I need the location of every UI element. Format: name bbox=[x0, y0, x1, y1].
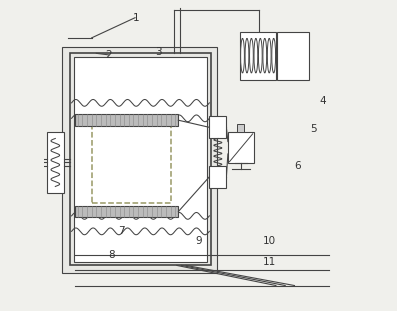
Ellipse shape bbox=[263, 38, 267, 73]
Bar bbox=[75, 114, 178, 126]
Ellipse shape bbox=[258, 38, 262, 73]
Text: 7: 7 bbox=[118, 226, 124, 236]
Text: 4: 4 bbox=[319, 96, 326, 106]
Bar bbox=[228, 132, 254, 163]
Bar bbox=[240, 32, 276, 80]
Bar bbox=[70, 53, 211, 265]
Text: 5: 5 bbox=[310, 124, 316, 134]
Text: 3: 3 bbox=[155, 47, 162, 57]
Ellipse shape bbox=[245, 38, 249, 73]
Text: 10: 10 bbox=[263, 236, 276, 246]
Text: 8: 8 bbox=[108, 249, 115, 260]
Bar bbox=[92, 124, 171, 203]
Bar bbox=[277, 32, 309, 80]
Ellipse shape bbox=[250, 38, 253, 73]
Bar bbox=[209, 116, 226, 138]
Bar bbox=[209, 166, 226, 188]
Bar bbox=[74, 57, 207, 262]
Text: 11: 11 bbox=[263, 257, 276, 267]
Bar bbox=[62, 47, 217, 273]
Ellipse shape bbox=[272, 38, 276, 73]
Ellipse shape bbox=[267, 38, 271, 73]
Ellipse shape bbox=[241, 38, 245, 73]
Text: 9: 9 bbox=[195, 236, 202, 246]
Bar bbox=[47, 132, 64, 193]
Text: 6: 6 bbox=[294, 161, 301, 171]
Text: 2: 2 bbox=[105, 50, 112, 60]
Text: 1: 1 bbox=[133, 13, 140, 23]
Ellipse shape bbox=[254, 38, 258, 73]
Bar bbox=[237, 123, 244, 132]
Bar bbox=[75, 206, 178, 217]
